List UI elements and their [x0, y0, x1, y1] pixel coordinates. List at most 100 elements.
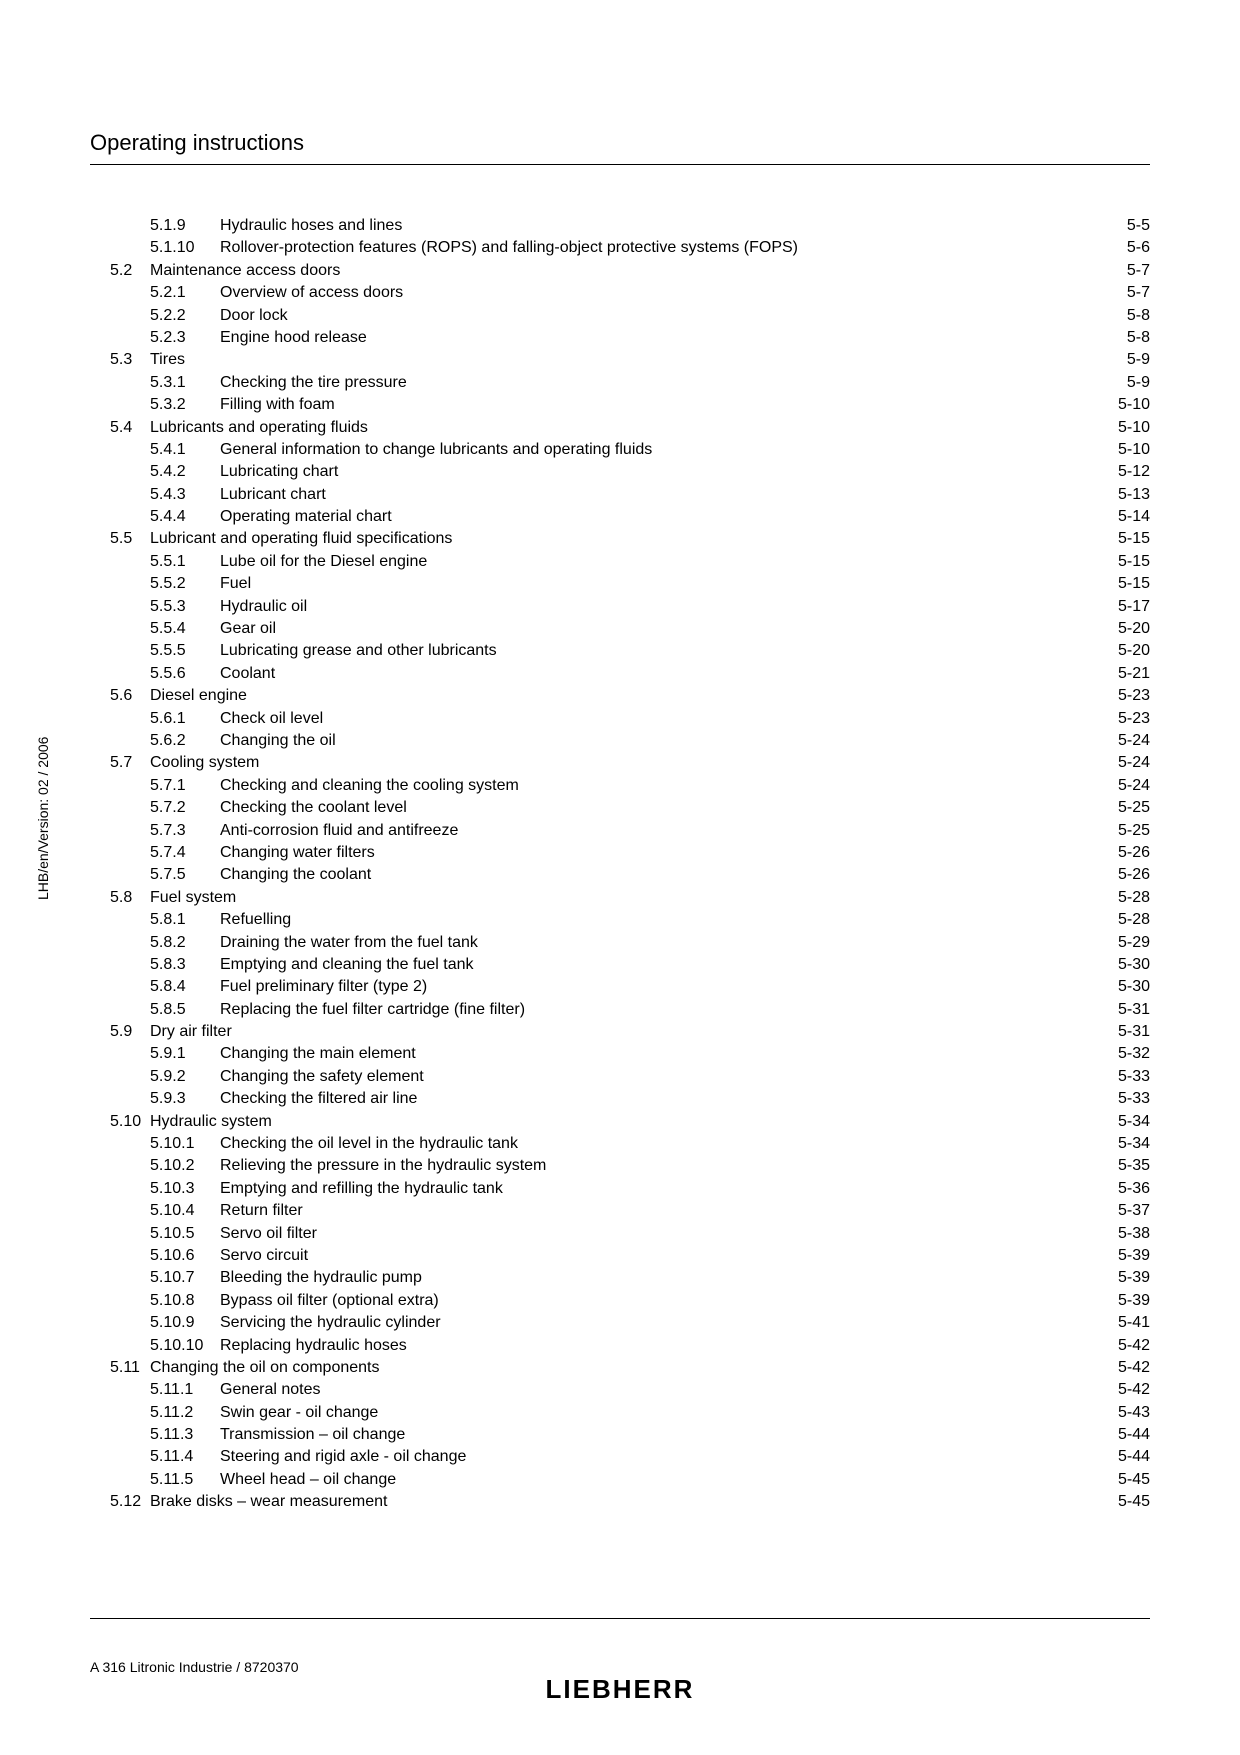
toc-subsection-number: 5.10.3: [150, 1178, 220, 1200]
toc-entry-title: Steering and rigid axle - oil change: [220, 1446, 466, 1468]
toc-row: 5.5.4Gear oil 5-20: [90, 618, 1150, 640]
toc-page-number: 5-14: [1110, 506, 1150, 528]
toc-row: 5.1.10Rollover-protection features (ROPS…: [90, 237, 1150, 259]
toc-row: 5.7.1Checking and cleaning the cooling s…: [90, 775, 1150, 797]
toc-row: 5.4.3Lubricant chart 5-13: [90, 484, 1150, 506]
toc-page-number: 5-44: [1110, 1446, 1150, 1468]
toc-subsection-number: 5.5.3: [150, 596, 220, 618]
toc-page-number: 5-7: [1110, 282, 1150, 304]
toc-page-number: 5-42: [1110, 1335, 1150, 1357]
toc-subsection-number: 5.10.8: [150, 1290, 220, 1312]
toc-subsection-number: 5.9.3: [150, 1088, 220, 1110]
toc-subsection-number: 5.5.6: [150, 663, 220, 685]
toc-entry-title: Dry air filter: [150, 1021, 232, 1043]
toc-entry-title: Cooling system: [150, 752, 259, 774]
toc-row: 5.11Changing the oil on components 5-42: [90, 1357, 1150, 1379]
toc-page-number: 5-39: [1110, 1245, 1150, 1267]
toc-row: 5.10.4Return filter 5-37: [90, 1200, 1150, 1222]
toc-row: 5.8.1Refuelling 5-28: [90, 909, 1150, 931]
toc-section-number: 5.6: [90, 685, 150, 707]
toc-row: 5.11.5Wheel head – oil change 5-45: [90, 1469, 1150, 1491]
toc-entry-title: Emptying and refilling the hydraulic tan…: [220, 1178, 503, 1200]
toc-subsection-number: 5.4.1: [150, 439, 220, 461]
toc-entry-title: Hydraulic hoses and lines: [220, 215, 402, 237]
toc-subsection-number: 5.2.3: [150, 327, 220, 349]
toc-page-number: 5-10: [1110, 417, 1150, 439]
toc-row: 5.5.3Hydraulic oil 5-17: [90, 596, 1150, 618]
toc-page-number: 5-36: [1110, 1178, 1150, 1200]
toc-subsection-number: 5.3.1: [150, 372, 220, 394]
toc-subsection-number: 5.7.5: [150, 864, 220, 886]
toc-subsection-number: 5.8.1: [150, 909, 220, 931]
toc-subsection-number: 5.10.4: [150, 1200, 220, 1222]
toc-row: 5.4.4Operating material chart 5-14: [90, 506, 1150, 528]
toc-page-number: 5-30: [1110, 954, 1150, 976]
toc-entry-title: General information to change lubricants…: [220, 439, 652, 461]
toc-row: 5.4Lubricants and operating fluids 5-10: [90, 417, 1150, 439]
toc-entry-title: Lubricating grease and other lubricants: [220, 640, 497, 662]
toc-entry-title: Changing the main element: [220, 1043, 416, 1065]
toc-row: 5.8.4Fuel preliminary filter (type 2) 5-…: [90, 976, 1150, 998]
toc-page-number: 5-10: [1110, 394, 1150, 416]
toc-entry-title: Checking the coolant level: [220, 797, 407, 819]
toc-subsection-number: 5.11.5: [150, 1469, 220, 1491]
toc-entry-title: Changing the safety element: [220, 1066, 424, 1088]
toc-entry-title: Draining the water from the fuel tank: [220, 932, 478, 954]
toc-section-number: 5.5: [90, 528, 150, 550]
toc-subsection-number: 5.10.7: [150, 1267, 220, 1289]
toc-entry-title: Refuelling: [220, 909, 291, 931]
toc-page-number: 5-25: [1110, 820, 1150, 842]
toc-subsection-number: 5.4.2: [150, 461, 220, 483]
toc-row: 5.10Hydraulic system 5-34: [90, 1111, 1150, 1133]
toc-row: 5.7Cooling system 5-24: [90, 752, 1150, 774]
toc-page-number: 5-7: [1110, 260, 1150, 282]
toc-page-number: 5-38: [1110, 1223, 1150, 1245]
toc-page-number: 5-42: [1110, 1357, 1150, 1379]
toc-page-number: 5-8: [1110, 327, 1150, 349]
toc-row: 5.5Lubricant and operating fluid specifi…: [90, 528, 1150, 550]
toc-row: 5.2.3Engine hood release 5-8: [90, 327, 1150, 349]
toc-page-number: 5-45: [1110, 1469, 1150, 1491]
toc-page-number: 5-30: [1110, 976, 1150, 998]
toc-entry-title: Gear oil: [220, 618, 276, 640]
toc-subsection-number: 5.9.2: [150, 1066, 220, 1088]
toc-subsection-number: 5.6.2: [150, 730, 220, 752]
toc-page-number: 5-26: [1110, 842, 1150, 864]
toc-entry-title: Servicing the hydraulic cylinder: [220, 1312, 441, 1334]
toc-section-number: 5.11: [90, 1357, 150, 1379]
toc-entry-title: Hydraulic system: [150, 1111, 272, 1133]
toc-entry-title: Filling with foam: [220, 394, 335, 416]
toc-row: 5.6.1Check oil level 5-23: [90, 708, 1150, 730]
toc-page-number: 5-15: [1110, 573, 1150, 595]
toc-row: 5.8Fuel system 5-28: [90, 887, 1150, 909]
toc-subsection-number: 5.5.4: [150, 618, 220, 640]
toc-subsection-number: 5.10.2: [150, 1155, 220, 1177]
toc-row: 5.9.2Changing the safety element 5-33: [90, 1066, 1150, 1088]
toc-subsection-number: 5.3.2: [150, 394, 220, 416]
toc-subsection-number: 5.8.3: [150, 954, 220, 976]
toc-entry-title: Lube oil for the Diesel engine: [220, 551, 427, 573]
toc-entry-title: Tires: [150, 349, 185, 371]
toc-entry-title: Lubricant chart: [220, 484, 326, 506]
toc-page-number: 5-6: [1110, 237, 1150, 259]
toc-page-number: 5-15: [1110, 528, 1150, 550]
toc-section-number: 5.12: [90, 1491, 150, 1513]
toc-entry-title: Wheel head – oil change: [220, 1469, 396, 1491]
toc-row: 5.10.8Bypass oil filter (optional extra)…: [90, 1290, 1150, 1312]
toc-entry-title: General notes: [220, 1379, 321, 1401]
table-of-contents: 5.1.9Hydraulic hoses and lines 5-55.1.10…: [90, 215, 1150, 1514]
toc-row: 5.11.4Steering and rigid axle - oil chan…: [90, 1446, 1150, 1468]
toc-entry-title: Engine hood release: [220, 327, 367, 349]
toc-row: 5.9.3Checking the filtered air line 5-33: [90, 1088, 1150, 1110]
toc-subsection-number: 5.7.3: [150, 820, 220, 842]
toc-row: 5.5.6Coolant 5-21: [90, 663, 1150, 685]
toc-entry-title: Bleeding the hydraulic pump: [220, 1267, 422, 1289]
toc-page-number: 5-44: [1110, 1424, 1150, 1446]
toc-subsection-number: 5.5.2: [150, 573, 220, 595]
toc-page-number: 5-28: [1110, 909, 1150, 931]
toc-subsection-number: 5.10.10: [150, 1335, 220, 1357]
toc-page-number: 5-31: [1110, 999, 1150, 1021]
toc-entry-title: Brake disks – wear measurement: [150, 1491, 387, 1513]
toc-section-number: 5.10: [90, 1111, 150, 1133]
toc-page-number: 5-41: [1110, 1312, 1150, 1334]
